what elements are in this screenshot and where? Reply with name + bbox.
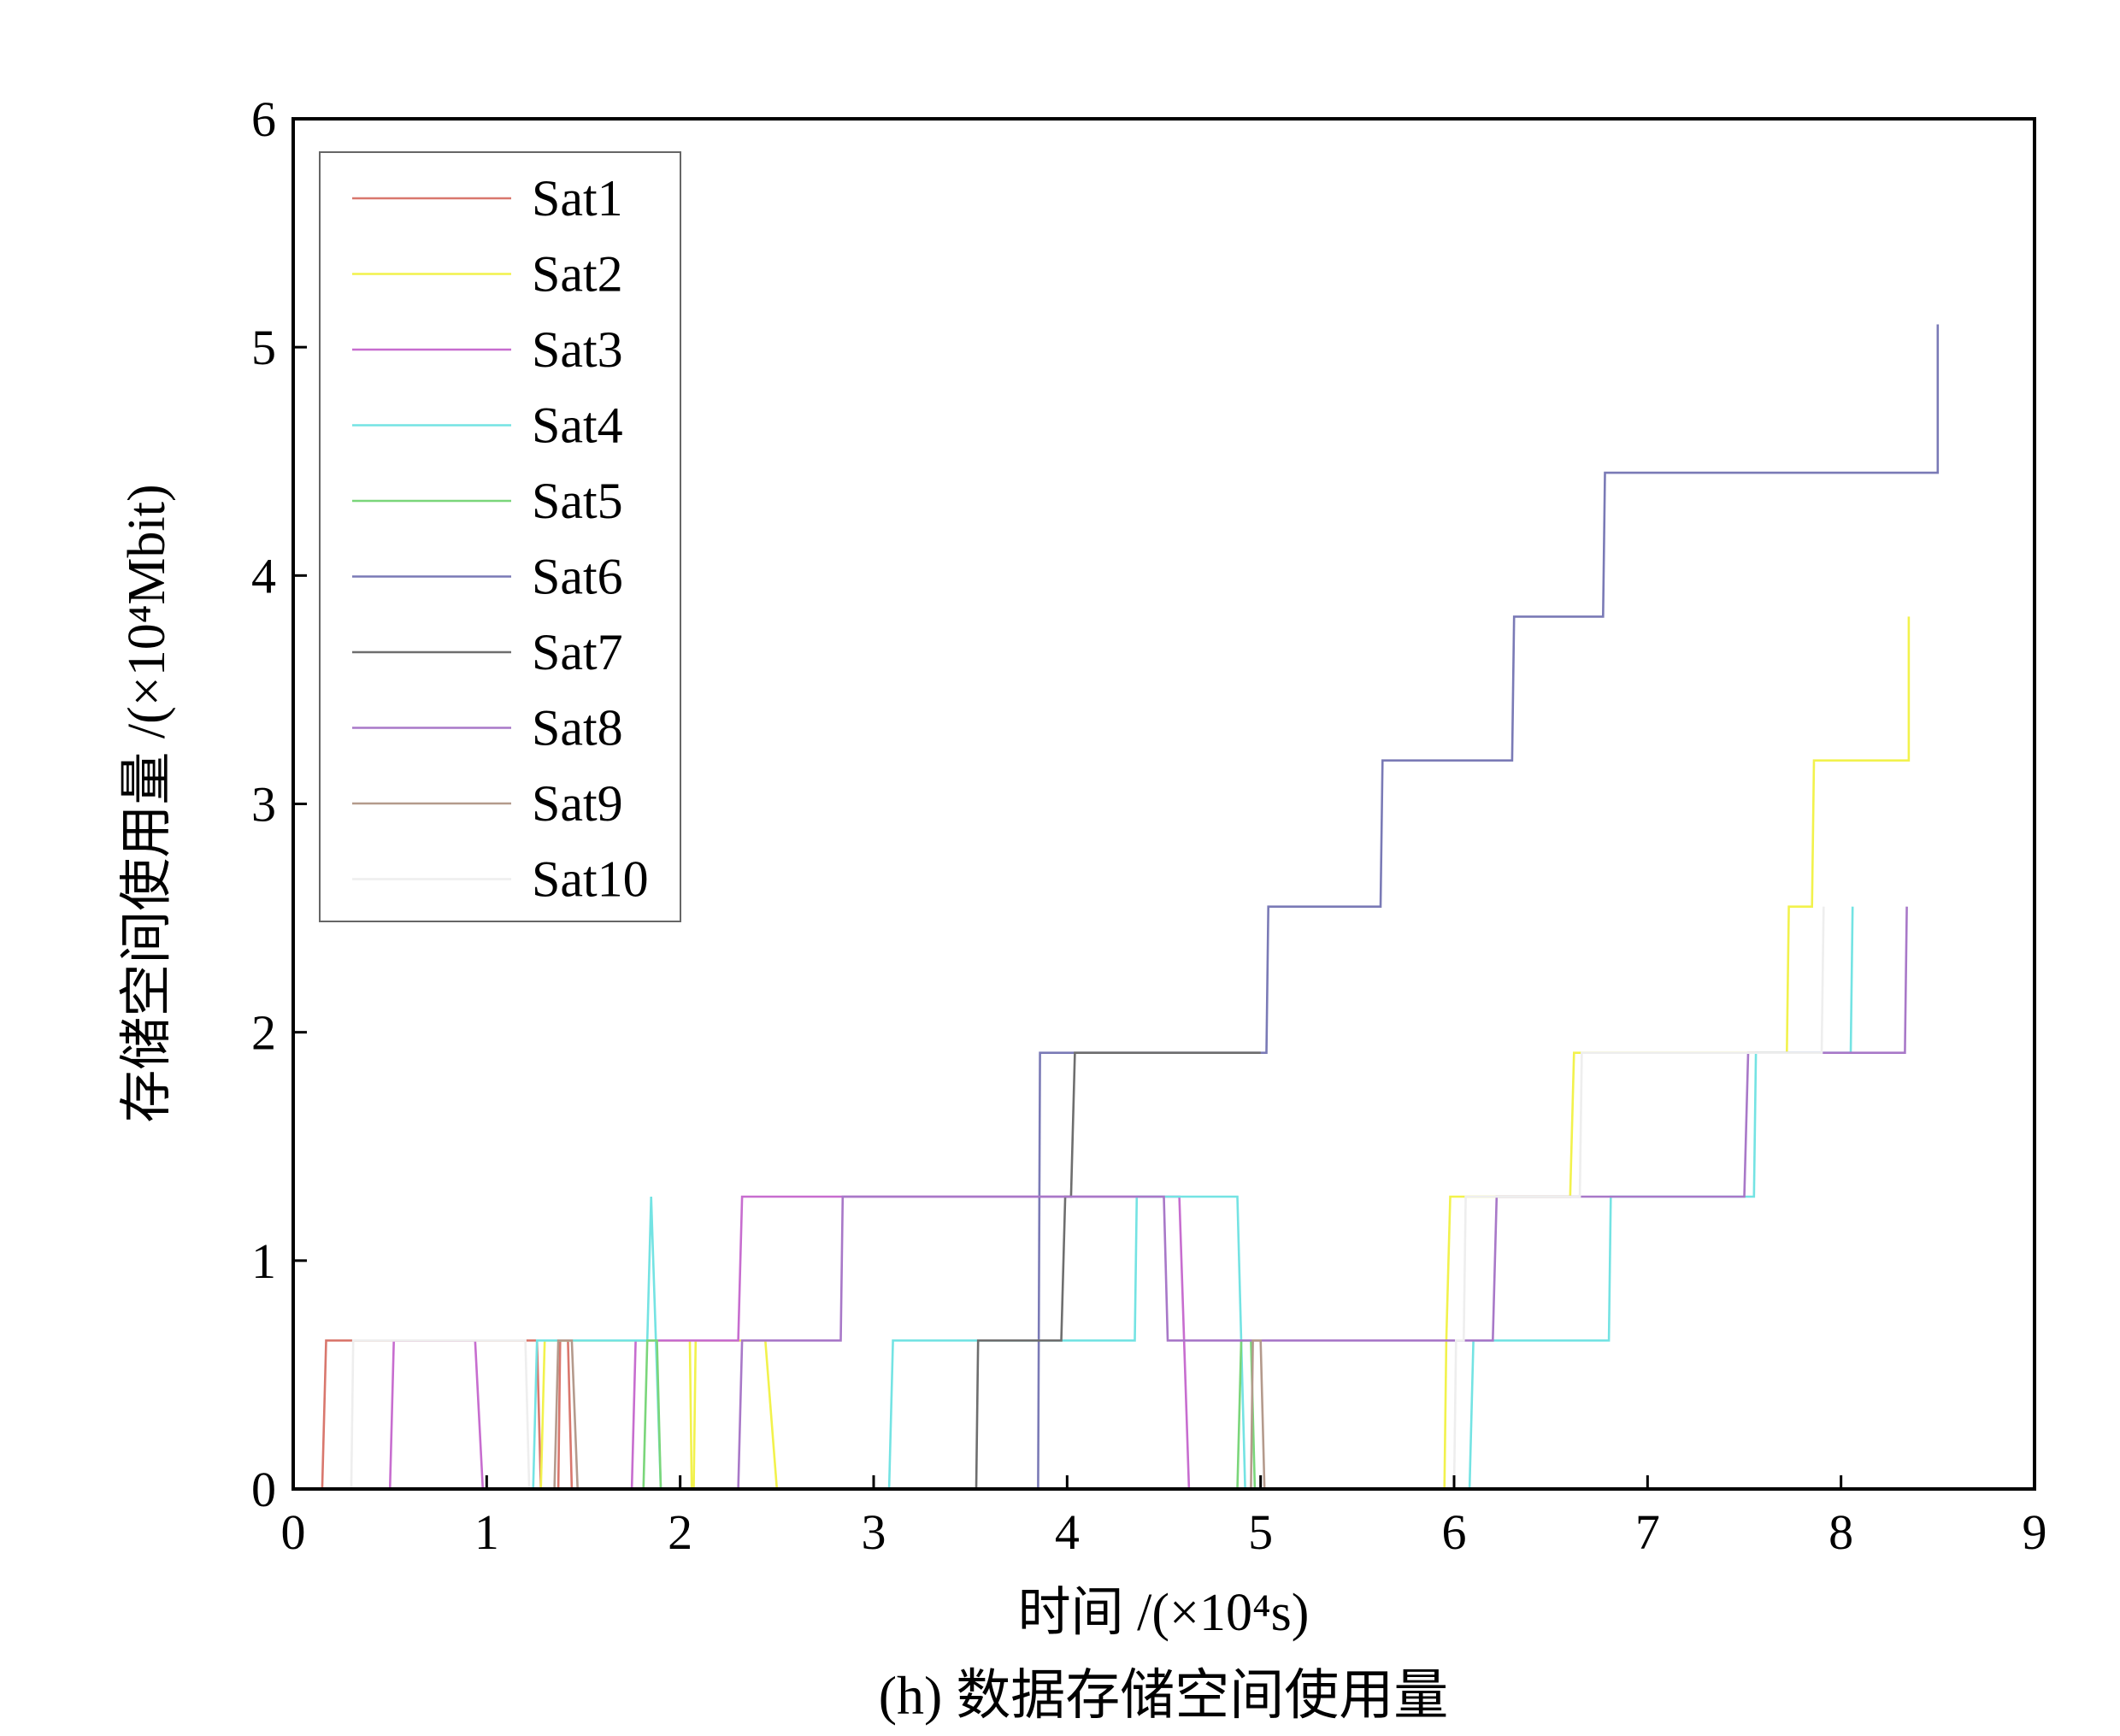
ticks-layer: 0 1 2 3 4 5 6 7 8 9 0 1 2 3 4 5 6 — [251, 91, 2047, 1560]
legend: Sat1 Sat2 Sat3 Sat4 Sat5 Sat6 Sat7 Sat8 Sat9 Sat1… — [319, 151, 681, 922]
x-tick-label: 6 — [1442, 1504, 1467, 1560]
x-tick-label: 5 — [1248, 1504, 1273, 1560]
legend-label-3: Sat3 — [532, 321, 623, 378]
y-tick-label: 3 — [251, 777, 276, 833]
x-tick-label: 9 — [2023, 1504, 2047, 1560]
series-line-5 — [642, 1339, 1257, 1491]
legend-label-8: Sat8 — [532, 700, 623, 756]
legend-label-10: Sat10 — [532, 851, 649, 908]
y-tick-label: 6 — [251, 91, 276, 147]
series-line-3 — [388, 1195, 1191, 1491]
legend-label-6: Sat6 — [532, 549, 623, 605]
legend-label-5: Sat5 — [532, 473, 623, 529]
y-axis-title: 存储空间使用量 /(×10⁴Mbit) — [118, 484, 176, 1122]
x-tick-label: 8 — [1828, 1504, 1853, 1560]
legend-label-7: Sat7 — [532, 624, 623, 680]
legend-label-4: Sat4 — [532, 397, 623, 454]
x-tick-label: 1 — [474, 1504, 499, 1560]
y-tick-label: 4 — [251, 548, 276, 603]
legend-box — [319, 151, 681, 922]
y-tick-label: 2 — [251, 1005, 276, 1061]
series-line-7 — [975, 1051, 1261, 1490]
y-tick-label: 1 — [251, 1233, 276, 1289]
x-tick-label: 2 — [668, 1504, 692, 1560]
series-line-10 — [350, 906, 1825, 1491]
legend-items: Sat1 Sat2 Sat3 Sat4 Sat5 Sat6 Sat7 Sat8 Sat9 Sat1… — [352, 170, 649, 908]
legend-label-9: Sat9 — [532, 775, 623, 832]
x-tick-label: 0 — [281, 1504, 306, 1560]
y-tick-label: 5 — [251, 320, 276, 375]
x-tick-label: 4 — [1055, 1504, 1080, 1560]
legend-label-1: Sat1 — [532, 170, 623, 227]
series-line-4 — [532, 906, 1854, 1491]
series-line-8 — [737, 906, 1908, 1490]
x-tick-label: 7 — [1635, 1504, 1660, 1560]
x-axis-title: 时间 /(×10⁴s) — [1018, 1584, 1310, 1642]
y-tick-label: 0 — [251, 1462, 276, 1517]
x-tick-label: 3 — [862, 1504, 886, 1560]
caption: (h) 数据存储空间使用量 — [879, 1665, 1449, 1726]
legend-label-2: Sat2 — [532, 246, 623, 303]
